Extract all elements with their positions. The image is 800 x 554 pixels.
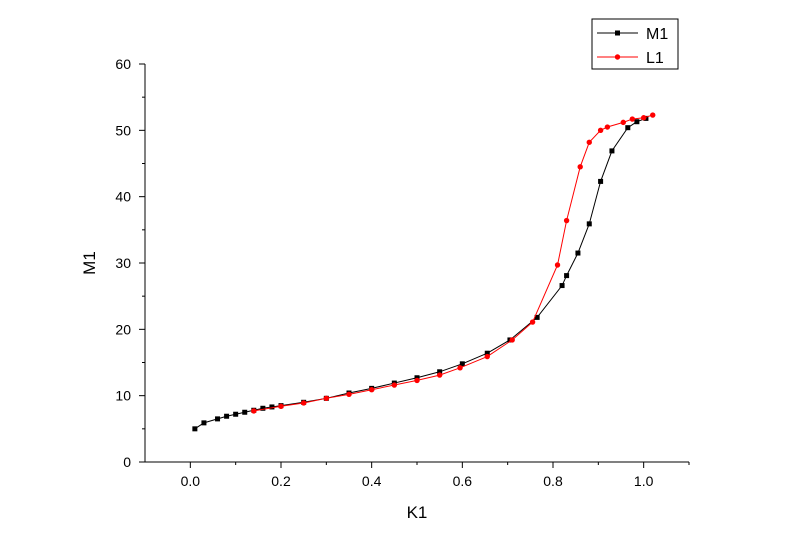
data-point-l1 bbox=[251, 408, 257, 414]
data-point-l1 bbox=[529, 319, 536, 325]
data-point-m1 bbox=[260, 405, 266, 411]
x-tick-label: 0.2 bbox=[271, 473, 291, 489]
x-tick-label: 0.0 bbox=[181, 473, 201, 489]
data-point-l1 bbox=[323, 395, 330, 402]
axes bbox=[144, 64, 689, 463]
data-point-l1 bbox=[346, 391, 352, 398]
data-point-m1 bbox=[484, 350, 490, 356]
data-point-m1 bbox=[242, 409, 248, 415]
data-point-m1 bbox=[233, 411, 239, 417]
x-tick-label: 0.8 bbox=[543, 473, 563, 489]
data-point-l1 bbox=[509, 337, 515, 343]
x-tick-label: 1.0 bbox=[634, 473, 654, 489]
data-point-l1 bbox=[586, 139, 592, 145]
data-point-l1 bbox=[629, 116, 636, 122]
data-point-l1 bbox=[604, 124, 611, 130]
data-point-m1 bbox=[609, 148, 615, 154]
legend-entry-l1: L1 bbox=[597, 50, 664, 67]
legend-label-m1: M1 bbox=[646, 26, 668, 43]
data-point-m1 bbox=[634, 119, 640, 125]
y-ticks: 0 10 20 30 40 50 60 bbox=[115, 56, 145, 470]
data-point-l1 bbox=[620, 119, 626, 126]
legend-marker-l1 bbox=[614, 54, 621, 60]
y-tick-label: 60 bbox=[115, 56, 131, 72]
data-point-m1 bbox=[586, 221, 592, 227]
legend-box bbox=[591, 18, 679, 70]
y-tick-label: 40 bbox=[115, 189, 131, 205]
y-tick-label: 50 bbox=[115, 122, 131, 138]
legend-marker-m1 bbox=[615, 30, 620, 36]
legend-entry-m1: M1 bbox=[597, 26, 668, 43]
data-point-m1 bbox=[534, 314, 540, 320]
data-point-l1 bbox=[484, 353, 490, 360]
data-point-l1 bbox=[414, 377, 420, 384]
data-point-l1 bbox=[640, 115, 647, 121]
data-point-l1 bbox=[563, 217, 570, 224]
data-point-l1 bbox=[391, 382, 398, 388]
data-point-m1 bbox=[459, 361, 465, 367]
data-point-m1 bbox=[224, 413, 230, 419]
data-point-m1 bbox=[559, 283, 565, 289]
data-point-m1 bbox=[437, 369, 443, 375]
data-point-l1 bbox=[278, 403, 284, 409]
legend: M1 L1 bbox=[591, 18, 679, 70]
data-point-m1 bbox=[192, 426, 198, 432]
y-tick-label: 0 bbox=[123, 454, 131, 470]
x-axis-title: K1 bbox=[407, 503, 428, 522]
data-point-m1 bbox=[575, 250, 581, 256]
series-layer bbox=[192, 112, 656, 432]
series-l1 bbox=[251, 112, 656, 414]
data-point-l1 bbox=[650, 112, 656, 118]
legend-label-l1: L1 bbox=[646, 50, 664, 67]
x-ticks: 0.0 0.2 0.4 0.6 0.8 1.0 bbox=[181, 462, 690, 489]
data-point-l1 bbox=[368, 386, 375, 393]
y-tick-label: 20 bbox=[115, 321, 131, 337]
data-point-l1 bbox=[597, 127, 604, 134]
data-point-m1 bbox=[215, 416, 221, 422]
x-tick-label: 0.4 bbox=[362, 473, 382, 489]
data-point-m1 bbox=[598, 178, 604, 184]
data-point-l1 bbox=[457, 365, 463, 371]
y-tick-label: 30 bbox=[115, 255, 131, 271]
data-point-l1 bbox=[300, 400, 307, 406]
data-point-m1 bbox=[201, 420, 207, 426]
data-point-m1 bbox=[269, 404, 275, 410]
data-point-m1 bbox=[625, 125, 631, 131]
x-tick-label: 0.6 bbox=[453, 473, 473, 489]
series-m1 bbox=[192, 115, 649, 432]
data-point-l1 bbox=[554, 262, 561, 268]
data-point-m1 bbox=[564, 273, 570, 279]
data-point-l1 bbox=[436, 372, 443, 378]
y-tick-label: 10 bbox=[115, 388, 131, 404]
data-point-l1 bbox=[577, 164, 583, 170]
y-axis-title: M1 bbox=[80, 251, 99, 275]
